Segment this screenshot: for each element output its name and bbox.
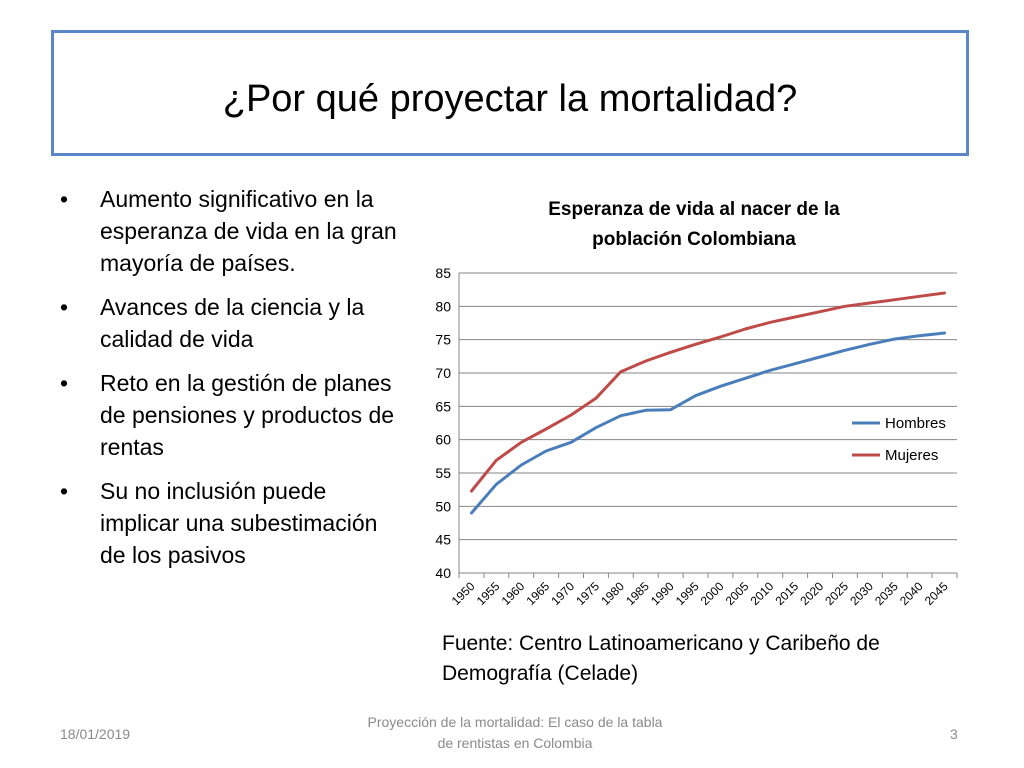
bullet-item: • Aumento significativo en la esperanza d… [60, 183, 405, 279]
chart-title-line: población Colombiana [592, 229, 796, 250]
chart-gridlines [459, 272, 957, 574]
chart-legend: Hombres Mujeres [852, 415, 946, 464]
y-tick-label: 70 [435, 365, 451, 381]
bullet-symbol: • [60, 370, 69, 396]
x-tick-label: 2020 [797, 579, 826, 608]
y-tick-label: 85 [435, 265, 451, 281]
bullet-item: • Su no inclusión puede implicar una sube… [60, 475, 405, 571]
bullet-item: • Reto en la gestión de planes de pension… [60, 367, 405, 463]
series-line-mujeres [470, 291, 946, 493]
y-tick-label: 45 [435, 532, 451, 548]
y-tick-label: 80 [435, 298, 451, 314]
bullet-item: • Avances de la ciencia y la calidad de v… [60, 291, 405, 355]
x-tick-label: 2045 [922, 579, 951, 608]
y-tick-label: 50 [435, 498, 451, 514]
chart-title-line: Esperanza de vida al nacer de la [548, 199, 840, 220]
bullet-symbol: • [60, 294, 69, 320]
legend-label: Hombres [885, 415, 946, 432]
series-line-hombres [470, 331, 946, 515]
chart-series [470, 291, 946, 515]
y-tick-label: 40 [435, 565, 451, 581]
legend-label: Mujeres [885, 447, 938, 464]
footer-caption: Proyección de la mortalidad: El caso de … [367, 714, 663, 751]
x-tick-label: 2040 [897, 579, 926, 608]
bullet-text: Su no inclusión puede implicar una subes… [100, 478, 378, 568]
x-tick-label: 1955 [474, 579, 503, 608]
x-tick-label: 2000 [698, 579, 727, 608]
y-tick-label: 75 [435, 332, 451, 348]
footer-date: 18/01/2019 [60, 726, 131, 742]
source-note: Fuente: Centro Latinoamericano y Caribeñ… [442, 632, 880, 685]
x-tick-label: 1950 [449, 579, 478, 608]
bullet-list: • Aumento significativo en la esperanza d… [60, 183, 405, 583]
x-tick-label: 1990 [648, 579, 677, 608]
x-tick-label: 1960 [499, 579, 528, 608]
x-tick-label: 1970 [548, 579, 577, 608]
y-tick-label: 55 [435, 465, 451, 481]
x-tick-label: 1995 [673, 579, 702, 608]
bullet-text: Reto en la gestión de planes de pensione… [100, 370, 395, 460]
bullet-symbol: • [60, 478, 69, 504]
x-tick-label: 1985 [623, 579, 652, 608]
x-tick-label: 1980 [598, 579, 627, 608]
bullet-symbol: • [60, 186, 69, 212]
x-tick-label: 2025 [822, 579, 851, 608]
y-tick-label: 65 [435, 398, 451, 414]
x-tick-label: 2015 [772, 579, 801, 608]
y-tick-label: 60 [435, 432, 451, 448]
x-tick-label: 2010 [748, 579, 777, 608]
life-expectancy-chart: Esperanza de vida al nacer de la poblaci… [435, 199, 958, 608]
x-tick-label: 1965 [523, 579, 552, 608]
bullet-text: Aumento significativo en la esperanza de… [100, 186, 397, 276]
page-number: 3 [950, 726, 958, 742]
x-tick-label: 1975 [573, 579, 602, 608]
x-tick-label: 2030 [847, 579, 876, 608]
bullet-text: Avances de la ciencia y la calidad de vi… [100, 294, 365, 352]
x-tick-label: 2035 [872, 579, 901, 608]
x-tick-label: 2005 [723, 579, 752, 608]
title-box: ¿Por qué proyectar la mortalidad? [51, 30, 969, 156]
chart-axes: 40 45 50 55 60 65 70 75 80 85 19501955196019651970… [435, 265, 958, 608]
slide-title: ¿Por qué proyectar la mortalidad? [222, 77, 798, 120]
